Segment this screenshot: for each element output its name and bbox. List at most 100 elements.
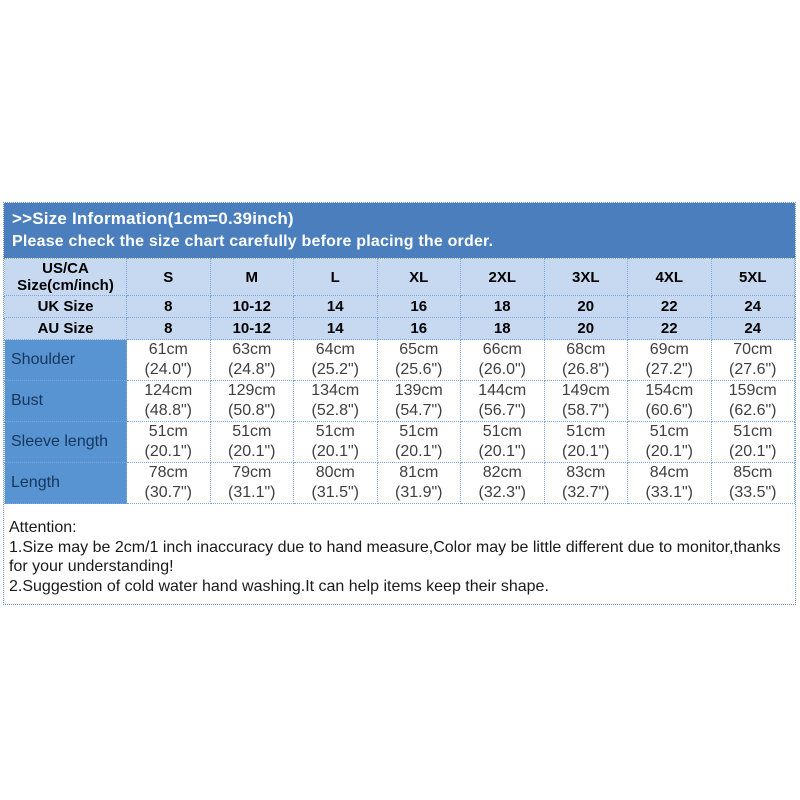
au-size-value: 22	[627, 317, 712, 340]
corner-line1: US/CA	[42, 260, 89, 277]
size-column-header: 4XL	[627, 258, 712, 296]
size-column-header: M	[209, 258, 294, 296]
measurement-cell: 65cm (25.6")	[376, 339, 461, 381]
inch-value: (20.1")	[395, 443, 443, 460]
inch-value: (25.6")	[395, 361, 443, 378]
measurement-cell: 51cm (20.1")	[543, 421, 628, 463]
inch-value: (20.1")	[228, 443, 276, 460]
inch-value: (33.5")	[729, 484, 777, 501]
measurement-cell: 51cm (20.1")	[710, 421, 795, 463]
inch-value: (20.1")	[645, 443, 693, 460]
inch-value: (54.7")	[395, 402, 443, 419]
inch-value: (20.1")	[562, 443, 610, 460]
measurement-cell: 68cm (26.8")	[543, 339, 628, 381]
measurement-cell: 82cm (32.3")	[460, 462, 545, 504]
measurement-cell: 78cm (30.7")	[126, 462, 211, 504]
inch-value: (31.1")	[228, 484, 276, 501]
corner-cell: US/CA Size(cm/inch)	[4, 258, 127, 296]
cm-value: 149cm	[561, 382, 610, 399]
au-size-value: 24	[710, 317, 795, 340]
inch-value: (60.6")	[645, 402, 693, 419]
cm-value: 51cm	[232, 423, 272, 440]
inch-value: (31.9")	[395, 484, 443, 501]
cm-value: 84cm	[649, 464, 689, 481]
inch-value: (32.7")	[562, 484, 610, 501]
inch-value: (50.8")	[228, 402, 276, 419]
measurement-cell: 66cm (26.0")	[460, 339, 545, 381]
corner-line2: Size(cm/inch)	[17, 277, 114, 294]
inch-value: (24.8")	[228, 361, 276, 378]
inch-value: (56.7")	[478, 402, 526, 419]
cm-value: 79cm	[232, 464, 272, 481]
inch-value: (26.8")	[562, 361, 610, 378]
row-label-bust: Bust	[4, 380, 127, 422]
cm-value: 51cm	[399, 423, 439, 440]
inch-value: (20.1")	[311, 443, 359, 460]
inch-value: (27.2")	[645, 361, 693, 378]
measurement-cell: 149cm (58.7")	[543, 380, 628, 422]
cm-value: 51cm	[482, 423, 522, 440]
measurement-cell: 144cm (56.7")	[460, 380, 545, 422]
cm-value: 65cm	[399, 341, 439, 358]
size-column-header: XL	[376, 258, 461, 296]
measurement-cell: 139cm (54.7")	[376, 380, 461, 422]
attention-lines: 1.Size may be 2cm/1 inch inaccuracy due …	[9, 538, 789, 597]
title-block: >>Size Information(1cm=0.39inch) Please …	[4, 203, 795, 258]
au-size-value: 8	[126, 317, 211, 340]
size-column-header: 3XL	[543, 258, 628, 296]
uk-size-value: 8	[126, 295, 211, 318]
cm-value: 70cm	[733, 341, 773, 358]
measurement-cell: 81cm (31.9")	[376, 462, 461, 504]
attention-heading: Attention:	[9, 519, 77, 536]
inch-value: (20.1")	[478, 443, 526, 460]
row-label-length: Length	[4, 462, 127, 504]
size-chart-table: US/CA Size(cm/inch) S M L XL 2XL	[4, 258, 795, 504]
uk-size-value: 20	[543, 295, 628, 318]
uk-size-value: 14	[293, 295, 378, 318]
panel-title: >>Size Information(1cm=0.39inch)	[12, 209, 294, 228]
cm-value: 124cm	[144, 382, 193, 399]
inch-value: (31.5")	[311, 484, 359, 501]
measurement-cell: 85cm (33.5")	[710, 462, 795, 504]
cm-value: 68cm	[566, 341, 606, 358]
uk-size-label: UK Size	[4, 295, 127, 318]
measurement-cell: 61cm (24.0")	[126, 339, 211, 381]
measurement-cell: 154cm (60.6")	[627, 380, 712, 422]
cm-value: 51cm	[148, 423, 188, 440]
cm-value: 134cm	[311, 382, 360, 399]
attention-line: 1.Size may be 2cm/1 inch inaccuracy due …	[9, 538, 781, 576]
cm-value: 64cm	[315, 341, 355, 358]
cm-value: 80cm	[315, 464, 355, 481]
inch-value: (30.7")	[144, 484, 192, 501]
cm-value: 51cm	[566, 423, 606, 440]
cm-value: 139cm	[394, 382, 443, 399]
measurement-cell: 79cm (31.1")	[209, 462, 294, 504]
cm-value: 51cm	[733, 423, 773, 440]
size-column-header: 2XL	[460, 258, 545, 296]
au-size-value: 14	[293, 317, 378, 340]
measurement-cell: 51cm (20.1")	[126, 421, 211, 463]
measurement-cell: 51cm (20.1")	[627, 421, 712, 463]
uk-size-value: 24	[710, 295, 795, 318]
panel-subtitle: Please check the size chart carefully be…	[12, 233, 494, 250]
cm-value: 51cm	[315, 423, 355, 440]
attention-section: Attention: 1.Size may be 2cm/1 inch inac…	[4, 504, 795, 604]
measurement-cell: 51cm (20.1")	[460, 421, 545, 463]
size-column-header: S	[126, 258, 211, 296]
measurement-cell: 64cm (25.2")	[293, 339, 378, 381]
inch-value: (24.0")	[144, 361, 192, 378]
size-info-panel: >>Size Information(1cm=0.39inch) Please …	[3, 202, 796, 605]
cm-value: 63cm	[232, 341, 272, 358]
uk-size-row: UK Size 8 10-12 14 16 18 20 22	[4, 295, 795, 318]
size-header-row: US/CA Size(cm/inch) S M L XL 2XL	[4, 258, 795, 296]
inch-value: (58.7")	[562, 402, 610, 419]
inch-value: (52.8")	[311, 402, 359, 419]
cm-value: 82cm	[482, 464, 522, 481]
measurement-cell: 124cm (48.8")	[126, 380, 211, 422]
measurement-cell: 70cm (27.6")	[710, 339, 795, 381]
au-size-value: 20	[543, 317, 628, 340]
measurement-row-length: Length 78cm (30.7") 79cm (31.1")	[4, 462, 795, 504]
cm-value: 81cm	[399, 464, 439, 481]
inch-value: (26.0")	[478, 361, 526, 378]
